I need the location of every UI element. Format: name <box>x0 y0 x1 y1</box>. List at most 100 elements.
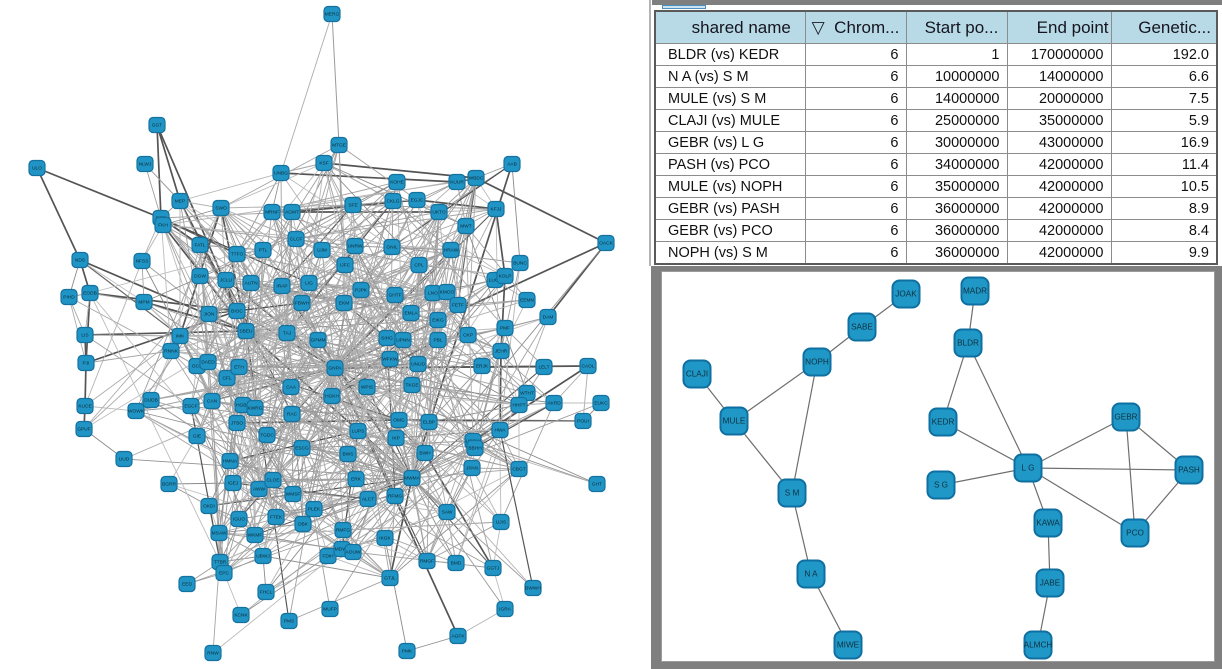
svg-text:PJI: PJI <box>83 361 90 367</box>
svg-text:MULE: MULE <box>723 417 746 426</box>
svg-text:PLEK: PLEK <box>308 507 321 513</box>
svg-text:MPM: MPM <box>138 300 149 306</box>
svg-text:UPNN: UPNN <box>396 338 410 344</box>
svg-text:SFE: SFE <box>348 203 357 209</box>
svg-text:JPAN: JPAN <box>466 466 478 472</box>
svg-text:JEHR: JEHR <box>495 349 508 355</box>
svg-text:NOPH: NOPH <box>805 358 829 367</box>
svg-text:CPL: CPL <box>414 263 424 269</box>
svg-text:KWRG: KWRG <box>248 406 263 412</box>
svg-text:SIHG: SIHG <box>381 336 393 342</box>
svg-text:AKRD: AKRD <box>547 401 561 407</box>
svg-text:CAN: CAN <box>207 399 218 405</box>
svg-text:FKH: FKH <box>158 223 168 229</box>
svg-text:JCLU: JCLU <box>220 278 233 284</box>
svg-text:UJM: UJM <box>317 248 327 254</box>
svg-text:PCO: PCO <box>1126 529 1144 538</box>
svg-text:BLDR: BLDR <box>957 339 979 348</box>
svg-text:HWA: HWA <box>494 428 506 434</box>
svg-text:EUKC: EUKC <box>594 401 608 407</box>
svg-text:RMGF: RMGF <box>420 559 434 565</box>
svg-text:FBWH: FBWH <box>295 301 310 307</box>
svg-text:RNW: RNW <box>207 651 219 657</box>
svg-text:CLAJI: CLAJI <box>686 370 708 379</box>
svg-text:RMFG: RMFG <box>336 528 350 534</box>
svg-text:HMNA: HMNA <box>223 459 238 465</box>
svg-text:IMK: IMK <box>176 334 185 340</box>
svg-text:AOUW: AOUW <box>346 550 361 556</box>
svg-text:ALMCH: ALMCH <box>1024 641 1053 650</box>
svg-text:GHTF: GHTF <box>388 293 401 299</box>
svg-text:MDWJ: MDWJ <box>335 547 350 553</box>
svg-text:CLCF: CLCF <box>290 237 303 243</box>
svg-text:KUUR: KUUR <box>450 180 464 186</box>
svg-text:IKP: IKP <box>392 436 400 442</box>
svg-text:DUDB: DUDB <box>144 398 158 404</box>
svg-text:WBDC: WBDC <box>469 176 484 182</box>
svg-text:SABE: SABE <box>851 323 873 332</box>
svg-text:OKDI: OKDI <box>203 504 215 510</box>
svg-text:EED: EED <box>182 582 192 588</box>
svg-text:WFKW: WFKW <box>382 357 398 363</box>
svg-text:EODB: EODB <box>83 291 97 297</box>
svg-text:MWT: MWT <box>460 224 472 230</box>
svg-text:PBL: PBL <box>433 338 442 344</box>
svg-text:EIKG: EIKG <box>432 318 444 324</box>
svg-text:BWWH: BWWH <box>525 586 541 592</box>
svg-text:N A: N A <box>804 570 818 579</box>
svg-text:GEBR: GEBR <box>1114 413 1137 422</box>
svg-text:OMG: OMG <box>393 418 405 424</box>
svg-text:POUI: POUI <box>577 419 589 425</box>
svg-text:AAB: AAB <box>507 162 517 168</box>
svg-text:CKLG: CKLG <box>386 199 399 205</box>
svg-text:NFSS: NFSS <box>136 259 149 265</box>
svg-text:MTGE: MTGE <box>332 143 346 149</box>
svg-text:LIG: LIG <box>305 281 313 287</box>
svg-text:FDIH: FDIH <box>322 554 334 560</box>
svg-text:ESCG: ESCG <box>295 446 309 452</box>
svg-text:MADR: MADR <box>963 287 987 296</box>
svg-text:AGMT: AGMT <box>285 210 299 216</box>
svg-text:KCNK: KCNK <box>234 613 248 619</box>
svg-text:IKGK: IKGK <box>379 536 391 542</box>
svg-text:GGT: GGT <box>152 123 162 129</box>
svg-text:ERK: ERK <box>351 477 362 483</box>
svg-text:BIOC: BIOC <box>231 309 243 315</box>
svg-text:MUFP: MUFP <box>323 607 337 613</box>
svg-text:GPUF: GPUF <box>77 427 90 433</box>
svg-text:SWO: SWO <box>215 206 227 212</box>
svg-text:JABE: JABE <box>1040 579 1061 588</box>
svg-text:FTEK: FTEK <box>270 515 283 521</box>
svg-text:ELBP: ELBP <box>423 420 435 426</box>
svg-text:WTHT: WTHT <box>520 391 534 397</box>
svg-text:WOWK: WOWK <box>128 409 145 415</box>
svg-text:IRAP: IRAP <box>276 284 287 290</box>
svg-text:BWS: BWS <box>343 452 354 458</box>
svg-text:KEDR: KEDR <box>932 418 955 427</box>
svg-text:DAM: DAM <box>543 315 554 321</box>
svg-text:MSAW: MSAW <box>212 531 227 537</box>
svg-text:UNUD: UNUD <box>411 362 425 368</box>
svg-text:GGTJ: GGTJ <box>487 566 500 572</box>
svg-text:FHCL: FHCL <box>260 590 273 596</box>
svg-text:KUCE: KUCE <box>78 404 91 410</box>
svg-text:OCK: OCK <box>192 364 203 370</box>
svg-text:TKGE: TKGE <box>405 383 418 389</box>
svg-text:KOLP: KOLP <box>499 274 512 280</box>
svg-text:KMOO: KMOO <box>440 290 455 296</box>
svg-text:GHT: GHT <box>592 482 602 488</box>
svg-text:PJPK: PJPK <box>355 288 368 294</box>
svg-text:TTBR: TTBR <box>214 560 227 566</box>
svg-text:RNNK: RNNK <box>164 349 178 355</box>
svg-text:EPC: EPC <box>219 571 229 577</box>
svg-text:ETH: ETH <box>234 365 244 371</box>
svg-text:PIHD: PIHD <box>63 295 75 301</box>
svg-text:HGKH: HGKH <box>325 394 339 400</box>
svg-text:PMS: PMS <box>284 619 294 625</box>
svg-text:ERJK: ERJK <box>476 364 489 370</box>
svg-text:TAJ: TAJ <box>283 331 292 337</box>
svg-text:PMF: PMF <box>500 326 510 332</box>
svg-text:IGRA: IGRA <box>499 607 512 613</box>
svg-text:AWW: AWW <box>253 487 266 493</box>
svg-text:BBHH: BBHH <box>468 446 482 452</box>
